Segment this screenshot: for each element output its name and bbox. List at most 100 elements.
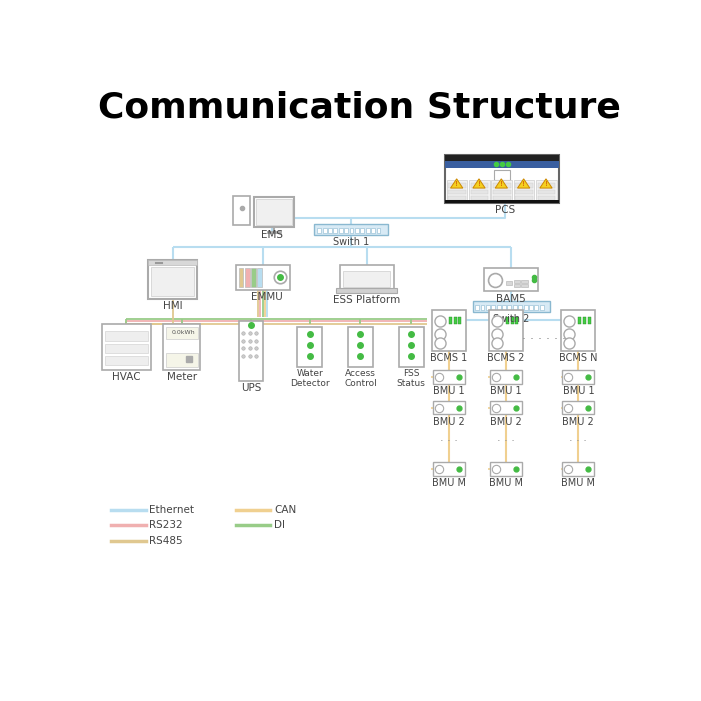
Bar (350, 228, 353, 233)
Bar (562, 462, 594, 476)
Bar (470, 189, 488, 194)
Bar (583, 317, 586, 325)
Text: !: ! (545, 182, 547, 187)
Bar (473, 301, 550, 312)
Bar (536, 180, 557, 200)
Bar (493, 189, 510, 194)
Bar (515, 184, 533, 188)
Text: BMU 2: BMU 2 (490, 417, 522, 427)
Text: BCMS 2: BCMS 2 (487, 353, 524, 363)
Bar (515, 317, 518, 325)
Text: Swith 2: Swith 2 (493, 313, 529, 324)
Bar (433, 462, 465, 476)
Bar (484, 268, 538, 291)
Bar (514, 180, 534, 200)
Bar (445, 200, 559, 203)
Text: !: ! (522, 182, 525, 187)
Text: BMU 2: BMU 2 (562, 417, 594, 427)
Bar (515, 196, 533, 200)
Bar (148, 261, 197, 265)
Text: HVAC: HVAC (112, 372, 141, 382)
Bar (163, 324, 200, 370)
Bar (328, 228, 332, 233)
Bar (239, 320, 264, 381)
Bar (314, 224, 388, 235)
Bar (445, 155, 559, 203)
Bar (104, 356, 148, 365)
Text: RS485: RS485 (149, 536, 183, 546)
Bar (518, 305, 522, 310)
Bar (239, 268, 243, 287)
Bar (578, 317, 581, 325)
Text: DI: DI (274, 520, 285, 531)
Text: BMU 2: BMU 2 (433, 417, 465, 427)
Bar (454, 317, 456, 325)
Bar (538, 189, 555, 194)
Bar (470, 196, 488, 200)
Polygon shape (540, 179, 552, 188)
Bar (318, 228, 321, 233)
Bar (448, 184, 466, 188)
Text: . . .: . . . (440, 433, 458, 442)
Bar (165, 353, 198, 367)
Bar (366, 228, 369, 233)
Bar (490, 462, 522, 476)
Text: RS232: RS232 (149, 520, 183, 531)
Bar (257, 199, 292, 225)
Bar (529, 305, 533, 310)
Text: !: ! (455, 182, 458, 187)
Text: BMU 1: BMU 1 (433, 386, 465, 396)
Text: Access
Control: Access Control (344, 369, 377, 388)
Bar (522, 280, 528, 283)
Bar (490, 370, 522, 383)
Bar (514, 280, 520, 283)
Bar (494, 170, 510, 179)
Bar (297, 327, 322, 367)
Bar (515, 189, 533, 194)
Text: Communication Structure: Communication Structure (98, 90, 621, 124)
Text: ESS Platform: ESS Platform (333, 295, 400, 305)
Text: . . .: . . . (569, 433, 587, 442)
Bar (534, 305, 538, 310)
Bar (355, 228, 359, 233)
Bar (445, 155, 559, 161)
Bar (486, 305, 490, 310)
Bar (514, 285, 520, 287)
Bar (339, 228, 343, 233)
Bar (336, 288, 397, 293)
Bar (489, 311, 523, 350)
Bar (506, 281, 512, 285)
Text: . . .: . . . (497, 433, 515, 442)
Text: Water
Detector: Water Detector (290, 369, 329, 388)
Text: BMU M: BMU M (562, 478, 595, 489)
Text: !: ! (477, 182, 480, 187)
Bar (251, 268, 256, 287)
Bar (449, 317, 452, 325)
Bar (344, 228, 348, 233)
Text: BMU 1: BMU 1 (562, 386, 594, 396)
Bar (475, 305, 479, 310)
Bar (360, 228, 365, 233)
Bar (254, 196, 294, 227)
Bar (257, 268, 262, 287)
Bar (562, 370, 594, 383)
Bar (469, 180, 490, 200)
Text: BCMS 1: BCMS 1 (430, 353, 468, 363)
Bar (481, 305, 484, 310)
Text: . . . . . .: . . . . . . (522, 329, 566, 341)
Bar (587, 317, 591, 325)
Bar (245, 268, 250, 287)
Text: BMU M: BMU M (432, 478, 466, 489)
Bar (372, 228, 375, 233)
Bar (562, 311, 595, 350)
Bar (490, 400, 522, 414)
Bar (458, 317, 461, 325)
Text: EMS: EMS (261, 230, 283, 240)
Bar (562, 400, 594, 414)
Bar (433, 400, 465, 414)
Bar (447, 180, 468, 200)
Polygon shape (473, 179, 485, 188)
Bar (104, 343, 148, 353)
Bar (491, 305, 495, 310)
Text: FSS
Status: FSS Status (397, 369, 426, 388)
